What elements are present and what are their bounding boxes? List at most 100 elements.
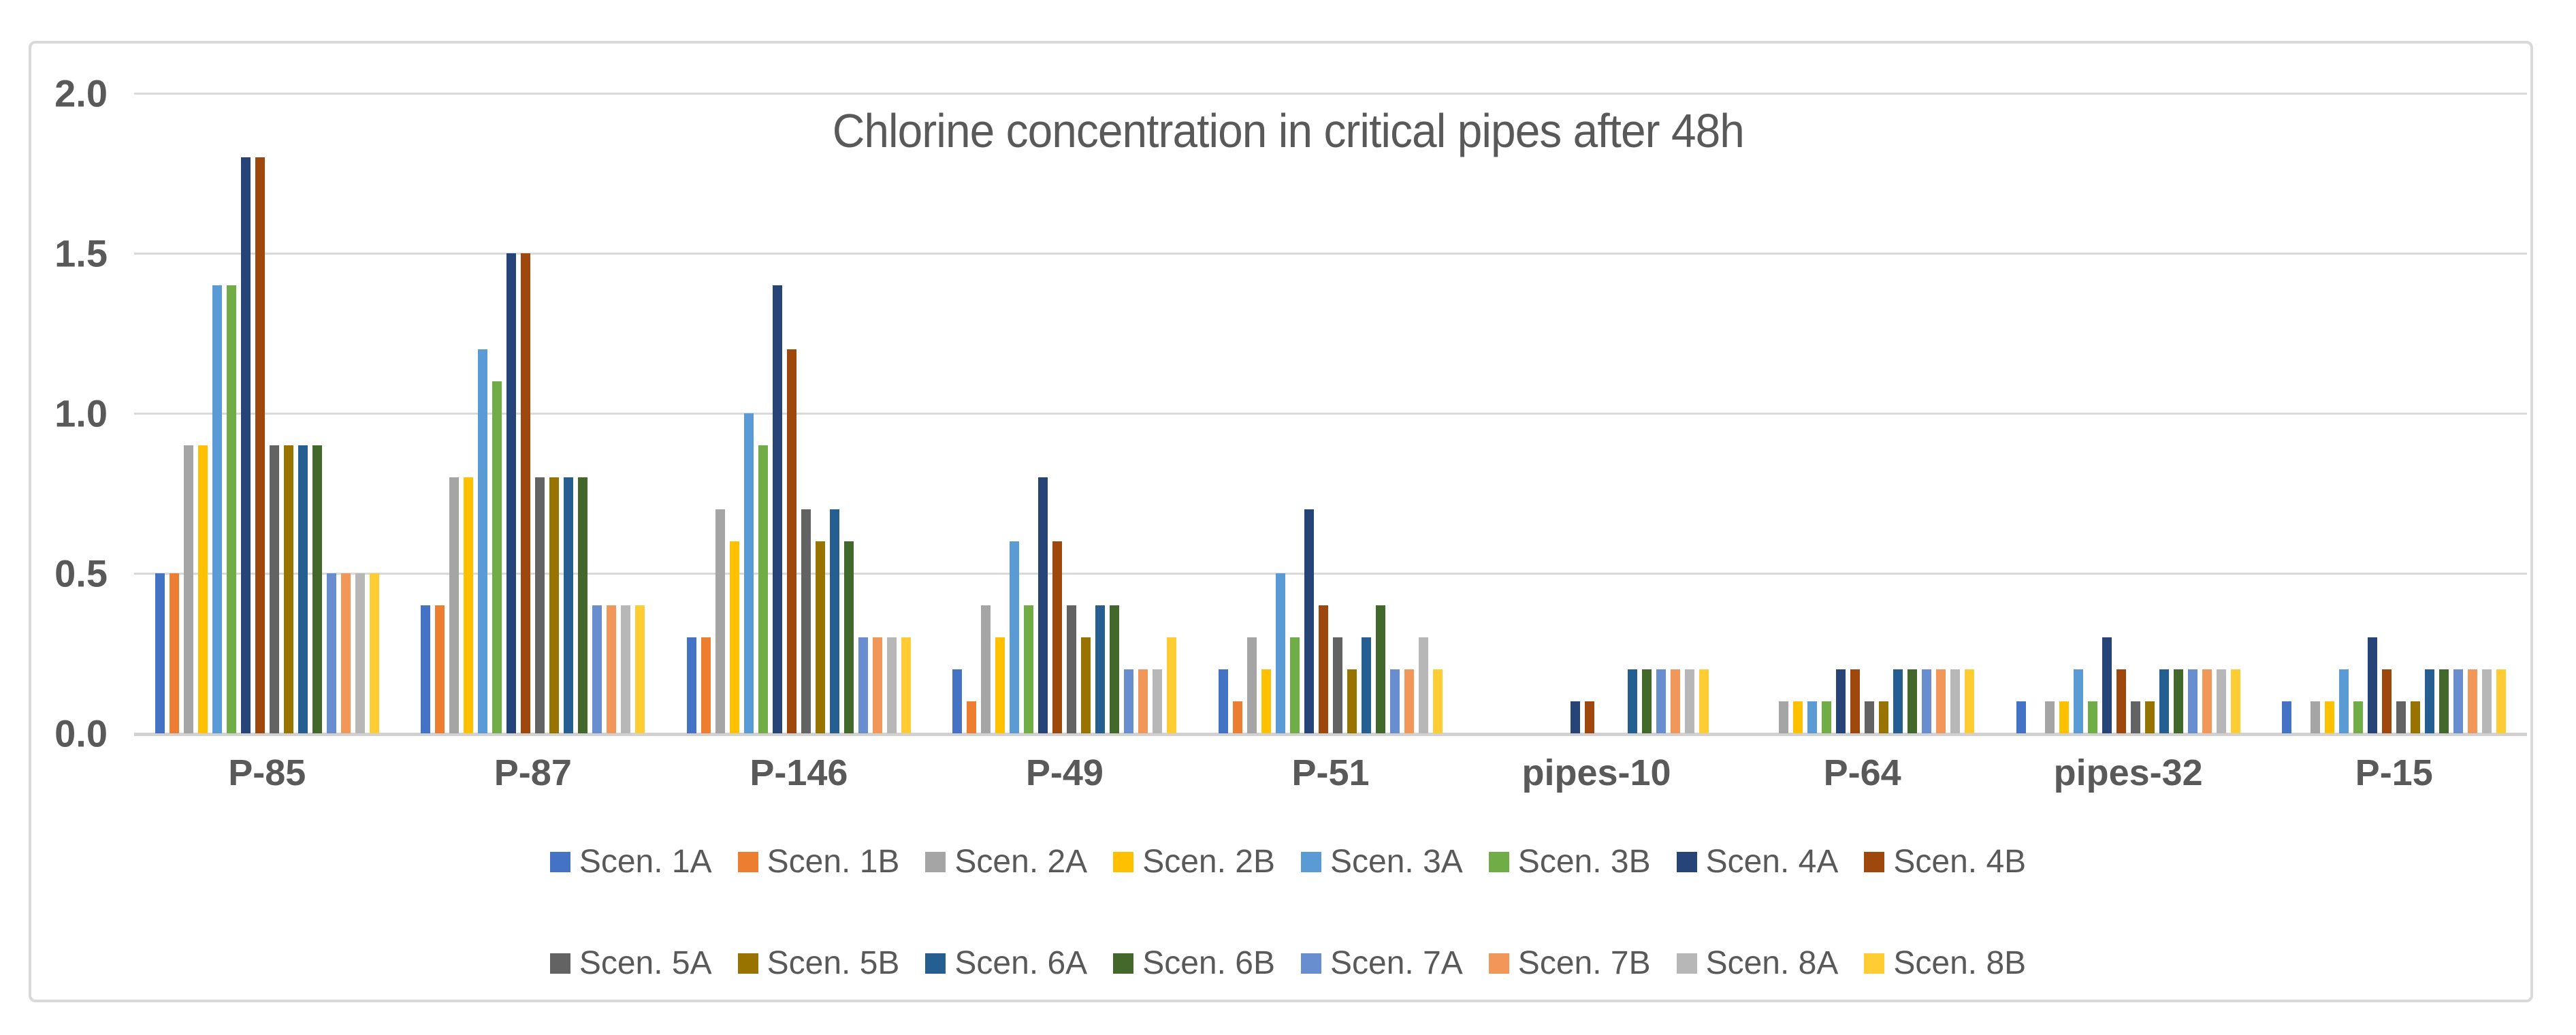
legend: Scen. 1A Scen. 1B Scen. 2A Scen. 2B Scen. 3A… <box>0 843 2576 982</box>
bar <box>1627 669 1637 733</box>
legend-label: Scen. 5A <box>579 945 712 981</box>
x-category-label: pipes-10 <box>1522 752 1671 793</box>
y-tick-label: 1.0 <box>54 392 108 435</box>
bar <box>297 445 308 733</box>
legend-label: Scen. 1A <box>579 844 712 880</box>
bar <box>1418 637 1428 733</box>
bar <box>952 669 963 733</box>
bar <box>1404 669 1414 733</box>
x-category-label: P-64 <box>1823 752 1901 793</box>
bar <box>1347 669 1357 733</box>
legend-label: Scen. 4B <box>1893 844 2027 880</box>
bar <box>1641 669 1652 733</box>
bar <box>829 509 839 733</box>
bar <box>1095 605 1106 733</box>
legend-swatch <box>737 851 758 872</box>
bar <box>1570 701 1580 733</box>
x-category-label: P-15 <box>2355 752 2433 793</box>
bar <box>1922 669 1932 733</box>
x-category-label: P-49 <box>1025 752 1104 793</box>
bar-group-P-15 <box>2261 93 2527 733</box>
bar-group-P-85 <box>134 93 400 733</box>
chart-frame <box>29 41 2533 1002</box>
legend-swatch <box>1301 851 1321 872</box>
bar <box>2073 669 2083 733</box>
bar <box>2425 669 2435 733</box>
legend-row: Scen. 5A Scen. 5B Scen. 6A Scen. 6B Scen. 7A… <box>549 944 2026 982</box>
x-category-label: P-85 <box>228 752 306 793</box>
legend-item: Scen. 5A <box>549 944 712 982</box>
bar <box>435 605 445 733</box>
bar <box>1361 637 1371 733</box>
bar <box>535 477 545 733</box>
bar <box>312 445 322 733</box>
gridline <box>134 253 2527 255</box>
bar <box>2173 669 2183 733</box>
bar <box>607 605 617 733</box>
bar-group-pipes-10 <box>1464 93 1730 733</box>
y-tick-label: 1.5 <box>54 232 108 275</box>
bar <box>464 477 474 733</box>
bar <box>1153 669 1163 733</box>
legend-swatch <box>1864 953 1885 974</box>
bar <box>967 701 977 733</box>
bar <box>2482 669 2492 733</box>
bar <box>1232 701 1242 733</box>
bar <box>2044 701 2055 733</box>
bar <box>506 253 517 733</box>
bar <box>155 573 165 733</box>
legend-item: Scen. 6A <box>925 944 1087 982</box>
bar <box>1375 605 1385 733</box>
bar-group-P-51 <box>1197 93 1464 733</box>
bar <box>449 477 460 733</box>
bar <box>758 445 768 733</box>
gridline <box>134 413 2527 415</box>
bar <box>1907 669 1918 733</box>
bar <box>492 381 502 733</box>
bar <box>635 605 645 733</box>
legend-item: Scen. 6B <box>1113 944 1275 982</box>
bar <box>2087 701 2097 733</box>
bar <box>1052 541 1063 733</box>
legend-swatch <box>1676 953 1697 974</box>
legend-swatch <box>1488 851 1509 872</box>
legend-label: Scen. 5B <box>767 945 900 981</box>
gridline <box>134 93 2527 95</box>
bar <box>1865 701 1875 733</box>
legend-swatch <box>925 851 946 872</box>
bar <box>2411 701 2421 733</box>
bar <box>2187 669 2197 733</box>
legend-label: Scen. 6A <box>954 945 1088 981</box>
legend-item: Scen. 1A <box>549 843 712 880</box>
legend-label: Scen. 8A <box>1705 945 1839 981</box>
bar <box>2339 669 2349 733</box>
bar <box>2468 669 2478 733</box>
chart-title-text: Chlorine concentration in critical pipes… <box>832 104 1744 157</box>
bar <box>1304 509 1314 733</box>
gridline <box>134 573 2527 575</box>
bar <box>1584 701 1594 733</box>
bar <box>226 285 236 733</box>
y-tick-label: 2.0 <box>54 71 108 115</box>
bar <box>2116 669 2126 733</box>
legend-row: Scen. 1A Scen. 1B Scen. 2A Scen. 2B Scen. 3A… <box>549 843 2027 880</box>
bar <box>578 477 588 733</box>
legend-label: Scen. 6B <box>1142 945 1275 981</box>
bar <box>901 637 911 733</box>
bar <box>1038 477 1048 733</box>
bar <box>2159 669 2169 733</box>
bar <box>283 445 293 733</box>
bar <box>564 477 574 733</box>
bar <box>2282 701 2292 733</box>
bar <box>1289 637 1300 733</box>
bar <box>2202 669 2212 733</box>
bar <box>1822 701 1832 733</box>
legend-item: Scen. 2B <box>1113 843 1275 880</box>
bar <box>2016 701 2026 733</box>
bar <box>255 157 265 733</box>
bar-group-P-49 <box>932 93 1198 733</box>
x-category-label: pipes-32 <box>2053 752 2203 793</box>
legend-item: Scen. 2A <box>925 843 1087 880</box>
y-tick-label: 0.0 <box>54 712 108 755</box>
legend-swatch <box>1676 851 1697 872</box>
